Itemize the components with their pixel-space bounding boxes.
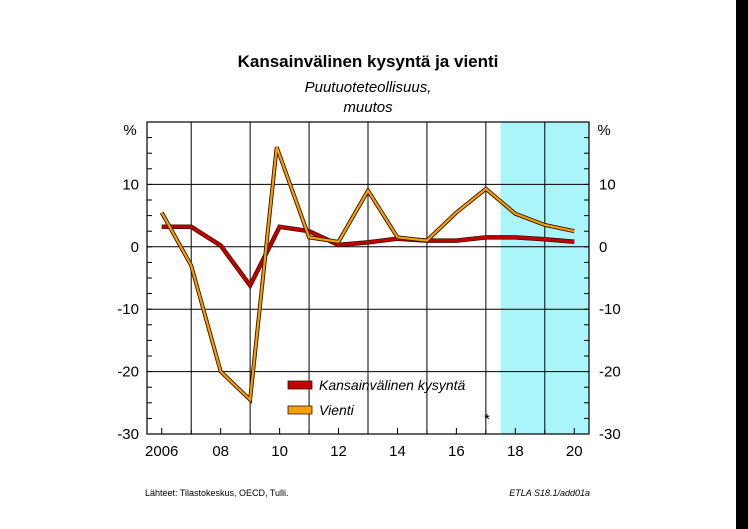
- x-tick-label: 12: [330, 443, 347, 460]
- y-tick-label-left: 10: [122, 176, 139, 193]
- x-tick-label: 08: [212, 443, 229, 460]
- y-tick-label-right: -10: [599, 301, 621, 318]
- x-tick-label: 20: [566, 443, 583, 460]
- x-tick-label: 14: [389, 443, 406, 460]
- x-tick-label: 10: [271, 443, 288, 460]
- y-tick-label-left: -20: [117, 364, 139, 381]
- legend-swatch: [287, 380, 313, 390]
- series-line: [160, 146, 575, 403]
- annotation-asterisk: *: [484, 411, 490, 428]
- y-unit-left: %: [123, 122, 136, 139]
- legend-label: Vienti: [319, 402, 355, 418]
- y-tick-label-left: -10: [117, 301, 139, 318]
- legend-label: Kansainvälinen kysyntä: [319, 377, 466, 393]
- plot-border: [146, 121, 590, 435]
- source-note: Lähteet: Tilastokeskus, OECD, Tulli.: [145, 488, 289, 498]
- y-tick-label-right: -30: [599, 426, 621, 443]
- x-tick-label: 2006: [145, 443, 178, 460]
- x-tick-label: 18: [507, 443, 524, 460]
- chart-title: Kansainvälinen kysyntä ja vienti: [238, 52, 499, 71]
- y-tick-label-right: 0: [599, 239, 607, 256]
- y-tick-label-right: -20: [599, 364, 621, 381]
- chart-subtitle-line-1: Puutuoteteollisuus,: [305, 79, 432, 96]
- y-tick-label-left: -30: [117, 426, 139, 443]
- series-line: [161, 225, 575, 289]
- y-tick-label-left: 0: [131, 239, 139, 256]
- chart-code: ETLA S18.1/add01a: [509, 488, 590, 498]
- plot-area: 10 10 0 0 -10 -10 -20 -20 -30 -30 2006 08 10 12 14 16 18…: [117, 121, 621, 460]
- chart-subtitle-line-2: muutos: [343, 99, 393, 116]
- legend-swatch: [287, 405, 313, 415]
- y-unit-right: %: [597, 122, 610, 139]
- y-tick-label-right: 10: [599, 176, 616, 193]
- x-tick-label: 16: [448, 443, 465, 460]
